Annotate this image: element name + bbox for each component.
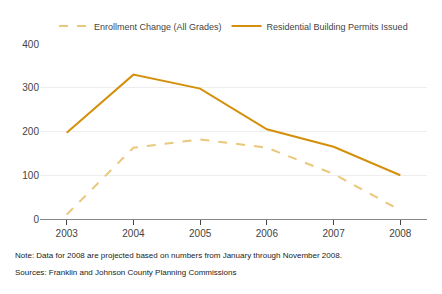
svg-text:Enrollment Change (All Grades): Enrollment Change (All Grades) <box>94 22 222 32</box>
svg-text:0: 0 <box>33 214 39 225</box>
svg-text:2006: 2006 <box>256 228 279 239</box>
svg-text:200: 200 <box>22 126 39 137</box>
svg-text:2005: 2005 <box>189 228 212 239</box>
svg-text:Sources: Franklin and Johnson: Sources: Franklin and Johnson County Pla… <box>15 268 236 277</box>
svg-text:2004: 2004 <box>122 228 145 239</box>
svg-text:2003: 2003 <box>56 228 79 239</box>
svg-text:2008: 2008 <box>389 228 412 239</box>
svg-text:100: 100 <box>22 170 39 181</box>
svg-text:Note: Data for 2008 are projec: Note: Data for 2008 are projected based … <box>15 251 342 260</box>
svg-text:400: 400 <box>22 39 39 50</box>
svg-text:2007: 2007 <box>322 228 345 239</box>
svg-text:300: 300 <box>22 82 39 93</box>
svg-text:Residential Building Permits I: Residential Building Permits Issued <box>267 22 408 32</box>
